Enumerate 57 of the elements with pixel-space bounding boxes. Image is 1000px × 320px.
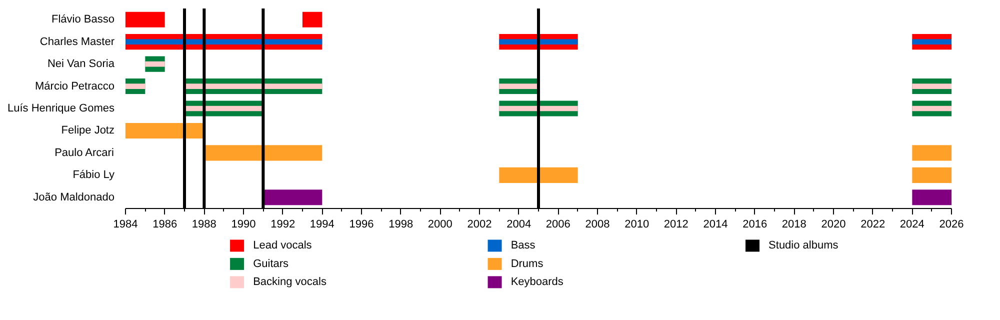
x-tick-label: 2010 [624,218,650,230]
y-tick-label: Nei Van Soria [47,58,116,70]
legend-label: Backing vocals [253,276,327,288]
x-tick-label: 1994 [310,218,334,230]
x-tick-label: 2008 [585,218,610,230]
bar [302,12,322,28]
x-tick-label: 2004 [506,218,532,230]
bar [499,106,578,112]
bar [184,84,322,89]
x-tick-label: 2022 [860,218,886,230]
bar [263,190,322,206]
bar [126,39,322,44]
x-tick-label: 2024 [900,218,924,230]
bar [912,190,952,206]
y-tick-label: Felipe Jotz [61,124,115,137]
legend-label: Drums [510,258,544,270]
bar [126,122,204,138]
bar [145,61,165,67]
bar [499,167,578,183]
bar [499,39,578,44]
legend-label: Guitars [253,258,290,270]
x-tick-label: 2014 [703,218,728,230]
x-tick-label: 2002 [467,218,492,230]
bar [126,84,146,89]
x-tick-label: 2000 [428,218,452,230]
bar [204,145,322,161]
bar [499,84,538,89]
legend-label: Lead vocals [253,240,312,252]
x-tick-label: 2016 [742,218,768,230]
x-tick-label: 1992 [270,218,296,230]
x-tick-label: 1990 [231,218,256,230]
bar [912,84,952,89]
legend-label: Keyboards [510,276,564,288]
x-tick-label: 1986 [152,218,178,230]
y-tick-label: Charles Master [40,36,115,48]
x-tick-label: 2006 [546,218,570,230]
y-tick-label: Paulo Arcari [54,146,114,159]
y-tick-label: Luís Henrique Gomes [8,102,115,114]
x-tick-label: 1984 [113,218,138,230]
x-tick-label: 2026 [939,218,964,230]
x-tick-label: 1988 [192,218,216,230]
bar [912,39,952,44]
y-tick-label: Fábio Ly [72,169,115,182]
y-tick-label: Márcio Petracco [35,80,115,92]
y-tick-label: Flávio Basso [52,14,115,26]
x-tick-label: 1998 [388,218,414,230]
x-tick-label: 2012 [664,218,688,230]
x-tick-label: 2018 [782,218,806,230]
bar [126,12,165,28]
bar [912,167,952,183]
y-tick-label: João Maldonado [33,191,115,204]
x-tick-label: 1996 [349,218,374,230]
legend-label: Bass [510,240,536,252]
legend-label: Studio albums [768,240,839,252]
bar [912,106,952,112]
x-tick-label: 2020 [821,218,846,230]
bar [912,145,952,161]
